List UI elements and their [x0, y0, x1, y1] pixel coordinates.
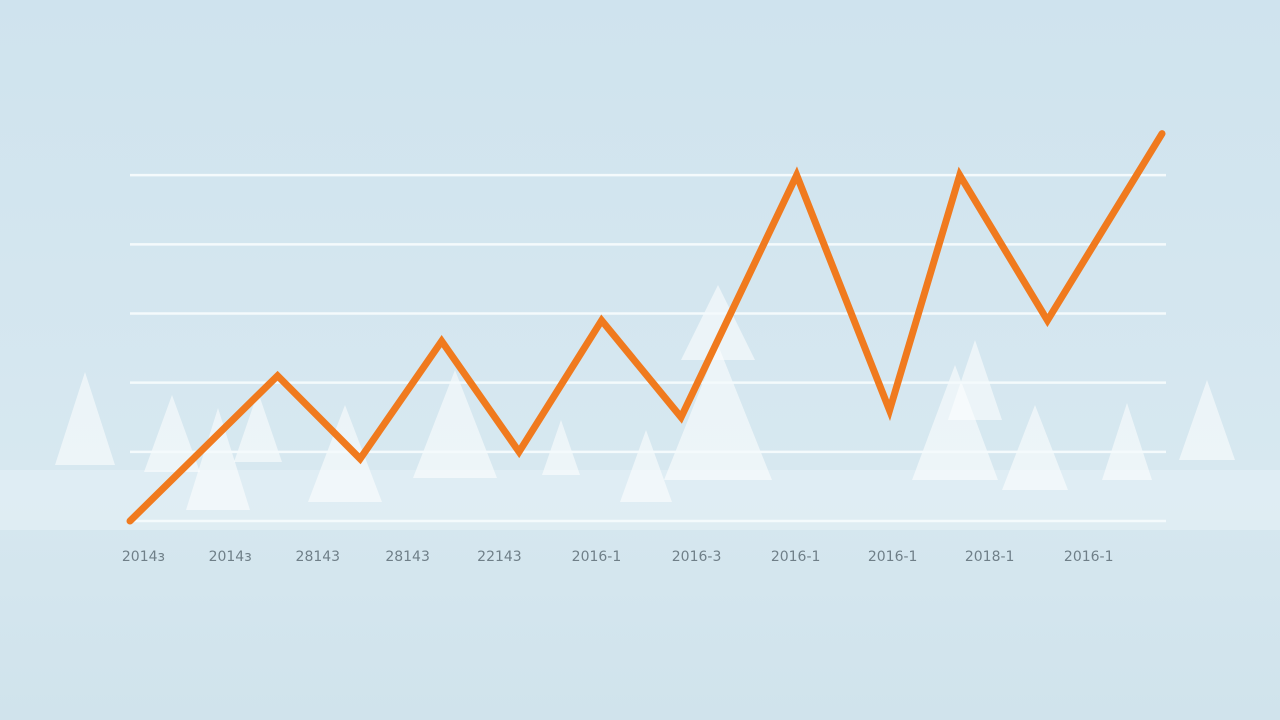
x-tick-label: 2014з — [122, 549, 165, 565]
data-line — [126, 130, 1166, 525]
x-tick-label: 28143 — [385, 549, 430, 565]
x-tick-label: 2014з — [209, 549, 252, 565]
x-tick-label: 2016-1 — [771, 549, 821, 565]
x-tick-label: 2016-1 — [868, 549, 918, 565]
trees — [55, 285, 1235, 510]
plot-area: 2014з 2014з 28143 28143 22143 2016-1 2016-3 201… — [122, 130, 1166, 565]
x-tick-label: 2016-1 — [1064, 549, 1114, 565]
x-tick-label: 2016-1 — [572, 549, 622, 565]
x-tick-label: 22143 — [477, 549, 522, 565]
x-tick-label: 28143 — [296, 549, 341, 565]
x-tick-label: 2016-3 — [672, 549, 722, 565]
x-tick-label: 2018-1 — [965, 549, 1015, 565]
